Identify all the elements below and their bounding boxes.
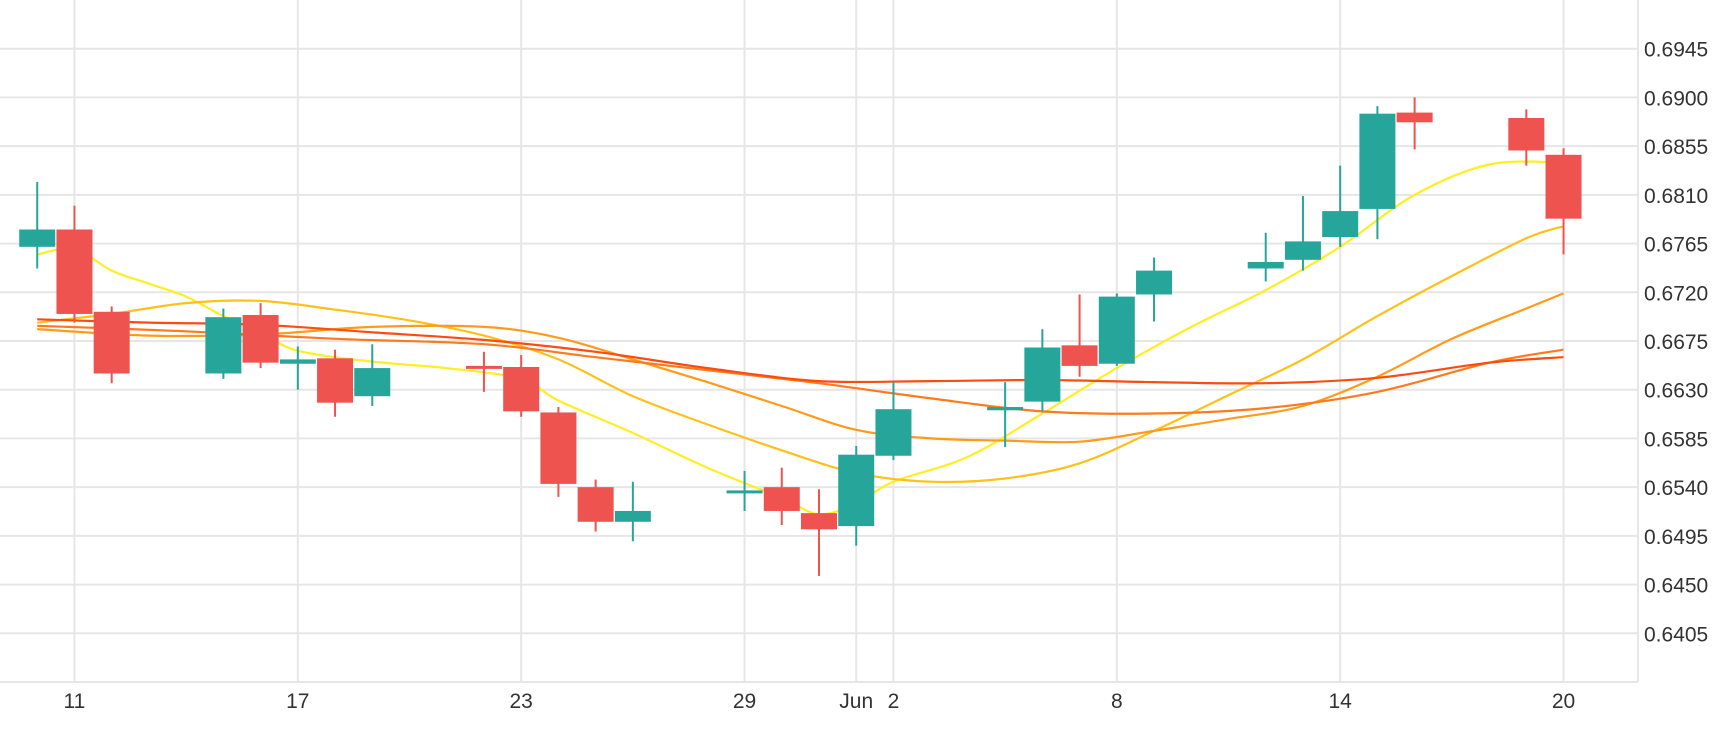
candle-body: [838, 454, 875, 527]
candle-body: [1322, 211, 1359, 238]
candle: [1136, 257, 1173, 322]
y-tick-label: 0.6855: [1644, 136, 1708, 159]
candle: [503, 355, 540, 417]
candle-body: [726, 490, 763, 494]
candle: [205, 308, 242, 379]
candle: [987, 382, 1024, 448]
candle-body: [1024, 347, 1061, 402]
moving-average-lines: [36, 160, 1564, 516]
candle-body: [1396, 112, 1433, 123]
candle: [763, 467, 800, 526]
candle-body: [1359, 113, 1396, 209]
candle-body: [93, 311, 130, 374]
y-tick-label: 0.6450: [1644, 575, 1708, 598]
x-tick-label: 23: [510, 690, 533, 713]
candle: [1024, 329, 1061, 412]
y-tick-label: 0.6720: [1644, 282, 1708, 305]
candle-body: [1061, 345, 1098, 366]
y-tick-label: 0.6585: [1644, 428, 1708, 451]
candle-body: [503, 366, 540, 412]
candle-body: [1247, 261, 1284, 269]
candle-body: [279, 359, 316, 364]
x-tick-label: 20: [1552, 690, 1575, 713]
candle-body: [317, 358, 354, 403]
x-tick-label: 17: [286, 690, 309, 713]
x-tick-label: 11: [64, 690, 86, 713]
candle-body: [354, 368, 391, 397]
y-tick-label: 0.6765: [1644, 234, 1708, 257]
candle: [465, 351, 502, 392]
candle-body: [1284, 241, 1321, 260]
candle: [19, 181, 56, 269]
y-tick-label: 0.6810: [1644, 185, 1708, 208]
y-tick-label: 0.6675: [1644, 331, 1708, 354]
candle: [838, 446, 875, 546]
candle: [801, 489, 837, 576]
candle: [614, 481, 651, 542]
candle: [875, 382, 912, 461]
y-tick-label: 0.6630: [1644, 380, 1708, 403]
x-tick-label: Jun: [839, 690, 873, 713]
candle: [1322, 165, 1359, 247]
candle-body: [875, 409, 912, 456]
x-tick-label: 2: [888, 690, 900, 713]
candle: [354, 344, 391, 406]
candle: [577, 479, 614, 532]
candle-body: [1136, 270, 1173, 295]
candle: [1284, 195, 1321, 271]
moving-average-line-5: [37, 318, 1564, 385]
candle: [56, 205, 93, 323]
candle: [279, 346, 316, 390]
candle: [1098, 293, 1135, 366]
x-tick-label: 14: [1329, 690, 1353, 713]
x-tick-label: 8: [1111, 690, 1123, 713]
candle-body: [56, 229, 93, 314]
candle-body: [540, 412, 577, 484]
candle: [1061, 294, 1098, 377]
candle: [242, 303, 279, 369]
candle-body: [1545, 154, 1582, 219]
candle-body: [763, 487, 800, 511]
candle-body: [19, 229, 56, 247]
y-tick-label: 0.6945: [1644, 39, 1708, 62]
y-tick-label: 0.6495: [1644, 526, 1708, 549]
moving-average-line-1: [36, 160, 1564, 516]
grid: [0, 0, 1639, 683]
y-tick-label: 0.6900: [1644, 87, 1708, 110]
candle: [1545, 148, 1582, 255]
y-tick-label: 0.6540: [1644, 477, 1708, 500]
candle: [726, 470, 763, 511]
candle: [1396, 97, 1433, 150]
moving-average-line-3: [37, 292, 1564, 444]
candle-body: [577, 487, 614, 522]
x-tick-label: 29: [733, 690, 756, 713]
candle-body: [205, 317, 242, 374]
axes: 0.6405 0.6450 0.6495 0.6540 0.6585 0.6630 0.66…: [64, 39, 1709, 713]
candle-body: [242, 315, 279, 363]
moving-average-line-4: [37, 324, 1564, 415]
candle: [93, 306, 130, 384]
candle-body: [801, 513, 837, 530]
moving-average-line-2: [37, 225, 1564, 484]
candle-body: [987, 407, 1024, 411]
candle-body: [465, 365, 502, 369]
y-tick-label: 0.6405: [1644, 623, 1708, 646]
candle: [317, 349, 354, 417]
candle: [540, 407, 577, 497]
candle: [1247, 232, 1284, 282]
candle-body: [1508, 117, 1545, 151]
candle: [1359, 106, 1396, 240]
candle-body: [614, 510, 651, 522]
candle: [1508, 109, 1545, 166]
candle-body: [1098, 296, 1135, 364]
candles: [19, 97, 1582, 576]
